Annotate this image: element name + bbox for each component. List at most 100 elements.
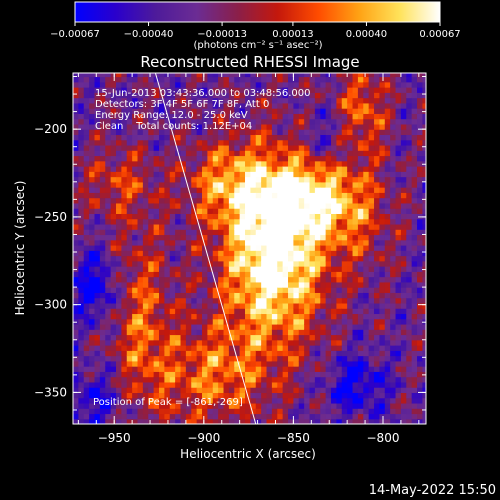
- heatmap-cell: [293, 366, 300, 372]
- heatmap-cell: [234, 376, 241, 383]
- heatmap-cell: [218, 287, 225, 293]
- heatmap-cell: [175, 413, 182, 420]
- heatmap-cell: [212, 150, 219, 157]
- heatmap-cell: [175, 281, 182, 288]
- heatmap-cell: [116, 360, 122, 367]
- heatmap-cell: [347, 366, 354, 372]
- heatmap-cell: [159, 408, 165, 415]
- heatmap-cell: [250, 197, 257, 204]
- heatmap-cell: [390, 239, 397, 246]
- heatmap-cell: [390, 302, 397, 309]
- heatmap-cell: [298, 418, 305, 424]
- heatmap-cell: [336, 139, 343, 146]
- heatmap-cell: [261, 334, 268, 341]
- peak-position-label: Position of Peak = [-861,-269]: [93, 397, 243, 408]
- heatmap-cell: [73, 345, 79, 351]
- heatmap-cell: [336, 76, 343, 83]
- heatmap-cell: [153, 192, 160, 199]
- heatmap-cell: [218, 144, 225, 151]
- x-tick-label: −850: [277, 431, 310, 445]
- heatmap-cell: [363, 276, 370, 283]
- heatmap-cell: [180, 302, 187, 309]
- heatmap-cell: [89, 239, 96, 246]
- heatmap-cell: [245, 123, 251, 130]
- heatmap-cell: [73, 266, 79, 272]
- heatmap-cell: [400, 239, 407, 246]
- heatmap-cell: [196, 408, 203, 415]
- heatmap-cell: [94, 76, 101, 83]
- heatmap-cell: [175, 392, 182, 399]
- heatmap-cell: [341, 350, 348, 357]
- heatmap-cell: [202, 223, 208, 230]
- heatmap-cell: [116, 150, 122, 157]
- heatmap-cell: [99, 187, 106, 193]
- heatmap-cell: [116, 371, 122, 378]
- heatmap-cell: [374, 134, 381, 141]
- heatmap-cell: [250, 313, 257, 320]
- heatmap-cell: [89, 208, 96, 214]
- heatmap-cell: [379, 292, 386, 299]
- heatmap-cell: [277, 129, 284, 136]
- heatmap-cell: [363, 160, 370, 167]
- heatmap-cell: [347, 276, 354, 283]
- heatmap-cell: [271, 402, 278, 409]
- heatmap-cell: [277, 250, 284, 257]
- heatmap-cell: [411, 271, 418, 278]
- plot-frame: [72, 72, 427, 425]
- heatmap-cell: [277, 239, 284, 246]
- heatmap-cell: [169, 281, 176, 288]
- heatmap-cell: [159, 376, 165, 383]
- heatmap-cell: [250, 392, 257, 399]
- heatmap-cell: [228, 73, 235, 78]
- heatmap-cell: [250, 187, 257, 193]
- heatmap-cell: [293, 139, 300, 146]
- heatmap-cell: [78, 123, 85, 130]
- heatmap-cell: [239, 218, 246, 225]
- heatmap-cell: [73, 334, 79, 341]
- heatmap-cell: [417, 255, 424, 262]
- heatmap-cell: [390, 308, 397, 315]
- heatmap-cell: [234, 129, 241, 136]
- heatmap-cell: [255, 118, 262, 125]
- heatmap-cell: [228, 223, 235, 230]
- heatmap-cell: [255, 166, 262, 172]
- heatmap-cell: [207, 202, 214, 209]
- heatmap-cell: [255, 376, 262, 383]
- heatmap-cell: [89, 92, 96, 99]
- heatmap-cell: [261, 92, 268, 99]
- heatmap-cell: [357, 297, 364, 304]
- heatmap-cell: [99, 408, 106, 415]
- heatmap-cell: [191, 155, 198, 162]
- heatmap-cell: [271, 334, 278, 341]
- heatmap-cell: [153, 360, 160, 367]
- heatmap-cell: [288, 144, 295, 151]
- heatmap-cell: [352, 87, 359, 93]
- heatmap-cell: [368, 297, 375, 304]
- heatmap-cell: [218, 139, 225, 146]
- heatmap-cell: [78, 113, 85, 120]
- heatmap-cell: [239, 392, 246, 399]
- heatmap-cell: [83, 408, 90, 415]
- heatmap-cell: [169, 292, 176, 299]
- heatmap-cell: [261, 345, 268, 351]
- heatmap-cell: [282, 155, 289, 162]
- heatmap-cell: [228, 313, 235, 320]
- heatmap-cell: [250, 118, 257, 125]
- heatmap-cell: [153, 297, 160, 304]
- heatmap-cell: [266, 297, 273, 304]
- heatmap-cell: [73, 118, 79, 125]
- heatmap-cell: [185, 123, 192, 130]
- heatmap-cell: [159, 208, 165, 214]
- heatmap-cell: [185, 144, 192, 151]
- heatmap-cell: [180, 387, 187, 394]
- heatmap-cell: [234, 418, 241, 424]
- heatmap-cell: [218, 102, 225, 109]
- heatmap-cell: [368, 129, 375, 136]
- heatmap-cell: [336, 213, 343, 220]
- heatmap-cell: [245, 397, 251, 404]
- heatmap-cell: [159, 287, 165, 293]
- heatmap-cell: [105, 366, 112, 372]
- heatmap-cell: [202, 102, 208, 109]
- heatmap-cell: [250, 381, 257, 388]
- heatmap-cell: [202, 208, 208, 214]
